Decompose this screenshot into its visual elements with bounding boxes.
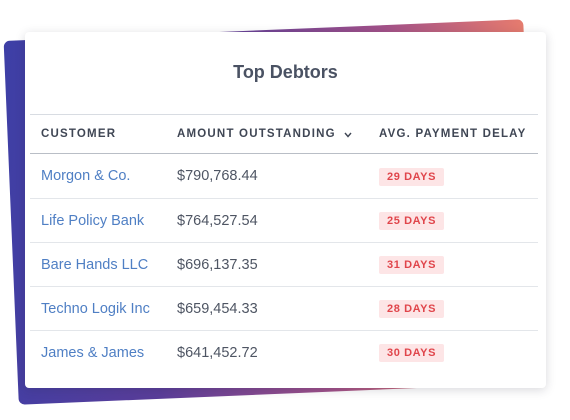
amount-value: $659,454.33 — [177, 300, 258, 317]
customer-link[interactable]: Life Policy Bank — [41, 212, 145, 229]
customer-link[interactable]: James & James — [41, 344, 145, 361]
table-row: James & James $641,452.72 30 DAYS — [30, 330, 538, 374]
table-row: Bare Hands LLC $696,137.35 31 DAYS — [30, 242, 538, 286]
debtors-table: CUSTOMER AMOUNT OUTSTANDING AVG. PAYMENT… — [30, 114, 538, 374]
delay-badge: 29 DAYS — [379, 167, 445, 186]
column-header-customer[interactable]: CUSTOMER — [30, 128, 177, 140]
column-header-delay[interactable]: AVG. PAYMENT DELAY — [379, 128, 538, 140]
amount-value: $641,452.72 — [177, 344, 258, 361]
delay-badge: 25 DAYS — [379, 212, 445, 230]
customer-link[interactable]: Techno Logik Inc — [41, 300, 150, 317]
column-header-customer-label: CUSTOMER — [41, 128, 117, 140]
card-title: Top Debtors — [233, 62, 338, 82]
delay-badge: 31 DAYS — [379, 256, 445, 274]
delay-badge: 30 DAYS — [379, 344, 445, 362]
table-row: Life Policy Bank $764,527.54 25 DAYS — [30, 198, 538, 242]
amount-value: $764,527.54 — [177, 212, 258, 229]
amount-value: $696,137.35 — [177, 256, 258, 273]
table-row: Techno Logik Inc $659,454.33 28 DAYS — [30, 286, 538, 330]
table-row: Morgon & Co. $790,768.44 29 DAYS — [30, 154, 538, 198]
customer-link[interactable]: Bare Hands LLC — [41, 256, 149, 273]
chevron-down-icon[interactable] — [344, 129, 352, 138]
table-header-row: CUSTOMER AMOUNT OUTSTANDING AVG. PAYMENT… — [30, 114, 538, 154]
top-debtors-card: Top Debtors CUSTOMER AMOUNT OUTSTANDING … — [25, 32, 546, 388]
delay-badge: 28 DAYS — [379, 300, 445, 318]
amount-value: $790,768.44 — [177, 168, 258, 184]
column-header-amount[interactable]: AMOUNT OUTSTANDING — [177, 128, 379, 140]
column-header-delay-label: AVG. PAYMENT DELAY — [379, 128, 527, 140]
column-header-amount-label: AMOUNT OUTSTANDING — [177, 128, 336, 140]
customer-link[interactable]: Morgon & Co. — [41, 168, 131, 184]
